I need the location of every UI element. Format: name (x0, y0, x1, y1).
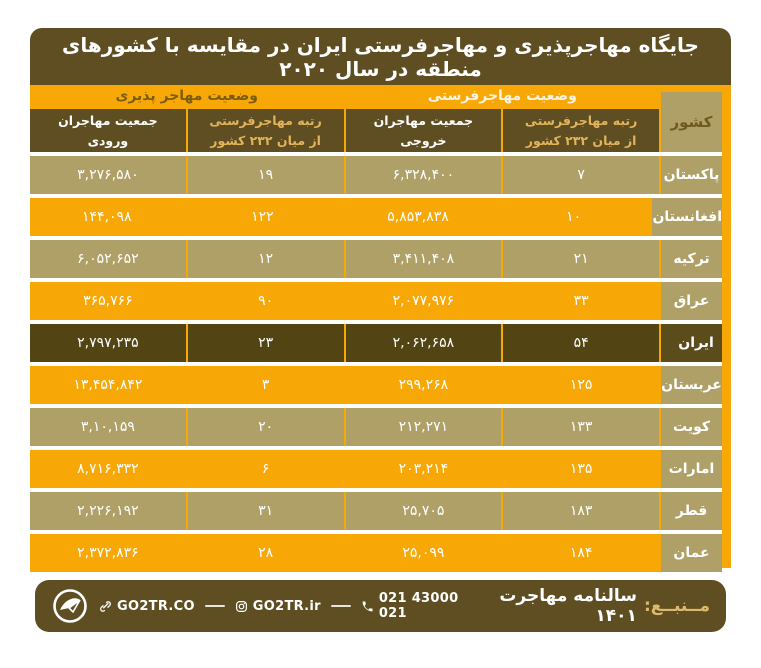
table-row-country: کویت ۱۳۳ ۲۱۲,۲۷۱ ۲۰ ۳,۱۰,۱۵۹ (30, 408, 722, 446)
infographic-card: جایگاه مهاجرپذیری و مهاجرفرستی ایران در … (30, 28, 731, 632)
header-columns: وضعیت مهاجرفرستی وضعیت مهاجر پذیری رتبه … (30, 85, 659, 152)
country-cell: پاکستان (661, 156, 722, 194)
emigrants-cell: ۶,۳۲۸,۴۰۰ (345, 156, 502, 194)
immigrants-cell: ۲,۳۷۲,۸۳۶ (30, 534, 186, 572)
emigrants-cell: ۲۵,۷۰۵ (345, 492, 502, 530)
immigrants-cell: ۳۶۵,۷۶۶ (30, 282, 186, 320)
source-value: سالنامه مهاجرت ۱۴۰۱ (499, 586, 637, 626)
immigration-rank-cell: ۱۹ (187, 156, 344, 194)
website-text: GO2TR.CO (117, 598, 195, 614)
group-header-row: وضعیت مهاجرفرستی وضعیت مهاجر پذیری (30, 85, 659, 107)
emigration-rank-cell: ۲۱ (503, 240, 659, 278)
source-label: مــنبــع: (643, 596, 710, 616)
instagram-text: GO2TR.ir (252, 598, 321, 614)
country-cell: عربستان (661, 366, 722, 404)
group-header-emigration: وضعیت مهاجرفرستی (345, 85, 659, 107)
column-header-country: کشور (661, 92, 722, 152)
immigrants-cell: ۲,۷۹۷,۲۳۵ (30, 324, 186, 362)
immigrants-cell: ۱۴۴,۰۹۸ (30, 198, 184, 236)
footer-bar: GO2TR.CO GO2TR.ir (35, 580, 726, 632)
emigration-rank-cell: ۱۳۳ (503, 408, 659, 446)
immigration-rank-cell: ۱۲۲ (185, 198, 340, 236)
emigrants-cell: ۳,۴۱۱,۴۰۸ (345, 240, 502, 278)
immigrants-cell: ۶,۰۵۲,۶۵۲ (30, 240, 186, 278)
country-cell: افغانستان (652, 198, 722, 236)
page-title: جایگاه مهاجرپذیری و مهاجرفرستی ایران در … (30, 28, 731, 85)
emigrants-cell: ۲,۰۷۷,۹۷۶ (345, 282, 502, 320)
phone-icon (361, 600, 374, 613)
table-row-country: عراق ۳۳ ۲,۰۷۷,۹۷۶ ۹۰ ۳۶۵,۷۶۶ (30, 282, 722, 320)
table-row-country: عربستان ۱۲۵ ۲۹۹,۲۶۸ ۳ ۱۳,۴۵۴,۸۴۲ (30, 366, 722, 404)
phone-text: 021 43000 021 (378, 591, 459, 621)
go2tr-logo (51, 587, 89, 625)
separator-dash (204, 605, 225, 607)
column-header-immigrants: جمعیت مهاجران ورودی (30, 109, 186, 152)
table-row-highlighted: ایران ۵۴ ۲,۰۶۲,۶۵۸ ۲۳ ۲,۷۹۷,۲۳۵ (30, 324, 731, 362)
immigrants-cell: ۳,۱۰,۱۵۹ (30, 408, 186, 446)
immigration-rank-cell: ۲۸ (187, 534, 344, 572)
migration-table: کشور وضعیت مهاجرفرستی وضعیت مهاجر پذیری … (30, 85, 731, 572)
country-cell: کویت (661, 408, 722, 446)
emigrants-cell: ۵,۸۵۳,۸۳۸ (341, 198, 495, 236)
group-header-immigration: وضعیت مهاجر پذیری (30, 85, 344, 107)
country-cell: قطر (661, 492, 722, 530)
table-row-country: ترکیه ۲۱ ۳,۴۱۱,۴۰۸ ۱۲ ۶,۰۵۲,۶۵۲ (30, 240, 722, 278)
table-body: پاکستان ۷ ۶,۳۲۸,۴۰۰ ۱۹ ۳,۲۷۶,۵۸۰ افغانستان ۱۰ ۵… (30, 156, 731, 572)
country-cell: عمان (661, 534, 722, 572)
emigration-rank-cell: ۱۲۵ (503, 366, 659, 404)
column-header-emigration-rank: رتبه مهاجرفرستی از میان ۲۳۲ کشور (503, 109, 659, 152)
emigrants-cell: ۲۱۲,۲۷۱ (345, 408, 502, 446)
emigration-rank-cell: ۱۸۴ (503, 534, 659, 572)
country-cell: عراق (661, 282, 722, 320)
immigration-rank-cell: ۹۰ (187, 282, 344, 320)
emigration-rank-cell: ۱۸۳ (503, 492, 659, 530)
link-icon (99, 600, 112, 613)
immigration-rank-cell: ۲۰ (187, 408, 344, 446)
table-header: کشور وضعیت مهاجرفرستی وضعیت مهاجر پذیری … (30, 85, 722, 152)
emigrants-cell: ۲۰۳,۲۱۴ (345, 450, 502, 488)
table-row-country: پاکستان ۷ ۶,۳۲۸,۴۰۰ ۱۹ ۳,۲۷۶,۵۸۰ (30, 156, 722, 194)
emigration-rank-cell: ۳۳ (503, 282, 659, 320)
column-header-immigration-rank: رتبه مهاجرفرستی از میان ۲۳۲ کشور (187, 109, 344, 152)
immigrants-cell: ۸,۷۱۶,۳۳۲ (30, 450, 186, 488)
immigrants-cell: ۱۳,۴۵۴,۸۴۲ (30, 366, 186, 404)
source-note: مــنبــع: سالنامه مهاجرت ۱۴۰۱ (469, 586, 710, 626)
emigration-rank-cell: ۵۴ (503, 324, 659, 362)
instagram-link[interactable]: GO2TR.ir (235, 599, 321, 614)
country-cell: ایران (661, 324, 731, 362)
table-row-country: قطر ۱۸۳ ۲۵,۷۰۵ ۳۱ ۲,۲۲۶,۱۹۲ (30, 492, 722, 530)
instagram-icon (235, 600, 248, 613)
column-header-row: رتبه مهاجرفرستی از میان ۲۳۲ کشور جمعیت م… (30, 109, 659, 152)
immigration-rank-cell: ۱۲ (187, 240, 344, 278)
phone-link[interactable]: 021 43000 021 (361, 591, 469, 621)
footer-contacts: GO2TR.CO GO2TR.ir (51, 587, 469, 625)
emigrants-cell: ۲,۰۶۲,۶۵۸ (345, 324, 502, 362)
immigration-rank-cell: ۶ (187, 450, 344, 488)
emigrants-cell: ۲۹۹,۲۶۸ (345, 366, 502, 404)
emigration-rank-cell: ۱۳۵ (503, 450, 659, 488)
emigration-rank-cell: ۱۰ (496, 198, 651, 236)
table-row-country: افغانستان ۱۰ ۵,۸۵۳,۸۳۸ ۱۲۲ ۱۴۴,۰۹۸ (30, 198, 722, 236)
emigration-rank-cell: ۷ (503, 156, 659, 194)
country-cell: ترکیه (661, 240, 722, 278)
separator-dash (330, 605, 351, 607)
immigration-rank-cell: ۳۱ (187, 492, 344, 530)
website-link[interactable]: GO2TR.CO (99, 599, 195, 614)
immigration-rank-cell: ۳ (187, 366, 344, 404)
column-header-emigrants: جمعیت مهاجران خروجی (345, 109, 502, 152)
table-row-country: امارات ۱۳۵ ۲۰۳,۲۱۴ ۶ ۸,۷۱۶,۳۳۲ (30, 450, 722, 488)
immigrants-cell: ۳,۲۷۶,۵۸۰ (30, 156, 186, 194)
table-row-country: عمان ۱۸۴ ۲۵,۰۹۹ ۲۸ ۲,۳۷۲,۸۳۶ (30, 534, 722, 572)
emigrants-cell: ۲۵,۰۹۹ (345, 534, 502, 572)
table-right-rail (722, 85, 731, 568)
immigration-rank-cell: ۲۳ (187, 324, 344, 362)
immigrants-cell: ۲,۲۲۶,۱۹۲ (30, 492, 186, 530)
country-cell: امارات (661, 450, 722, 488)
